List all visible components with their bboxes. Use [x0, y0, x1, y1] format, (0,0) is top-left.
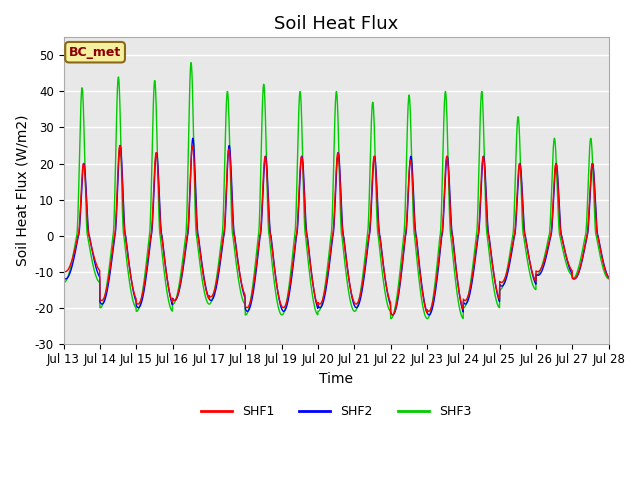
SHF2 [605, 275, 612, 280]
SHF2 [189, 135, 196, 141]
Text: BC_met: BC_met [69, 46, 121, 59]
Title: Soil Heat Flux: Soil Heat Flux [274, 15, 398, 33]
SHF3 [423, 316, 431, 322]
SHF3 [188, 60, 195, 65]
Y-axis label: Soil Heat Flux (W/m2): Soil Heat Flux (W/m2) [15, 115, 29, 266]
SHF2 [60, 275, 67, 280]
SHF2 [269, 249, 276, 254]
SHF1 [154, 175, 162, 181]
Line: SHF3: SHF3 [63, 62, 609, 319]
SHF1 [60, 268, 67, 274]
SHF3 [60, 279, 67, 285]
SHF2 [425, 312, 433, 318]
SHF3 [122, 249, 129, 255]
SHF1 [116, 143, 124, 148]
Line: SHF1: SHF1 [63, 145, 609, 315]
SHF1 [595, 236, 602, 241]
X-axis label: Time: Time [319, 372, 353, 386]
Line: SHF2: SHF2 [63, 138, 609, 315]
SHF2 [536, 272, 543, 277]
SHF3 [154, 180, 162, 186]
SHF3 [605, 276, 612, 282]
SHF1 [536, 268, 543, 274]
SHF1 [292, 232, 300, 238]
SHF1 [388, 312, 396, 318]
SHF1 [122, 237, 130, 243]
SHF3 [595, 243, 602, 249]
SHF3 [536, 269, 543, 275]
SHF2 [595, 234, 602, 240]
SHF2 [154, 164, 162, 170]
SHF1 [605, 275, 612, 281]
SHF1 [269, 251, 276, 257]
SHF3 [269, 266, 276, 272]
SHF2 [292, 234, 300, 240]
SHF3 [292, 200, 300, 206]
Legend: SHF1, SHF2, SHF3: SHF1, SHF2, SHF3 [196, 400, 477, 423]
SHF2 [122, 233, 129, 239]
